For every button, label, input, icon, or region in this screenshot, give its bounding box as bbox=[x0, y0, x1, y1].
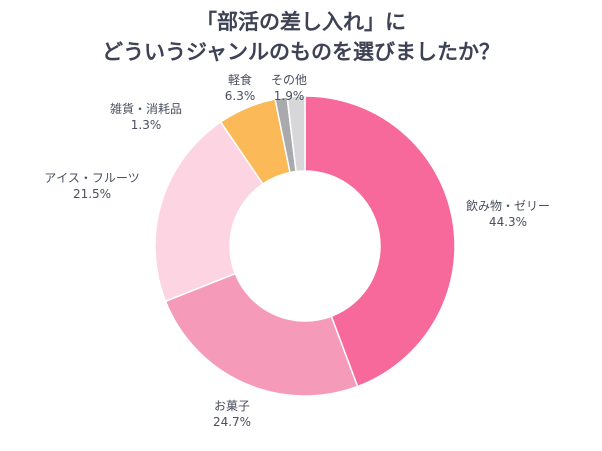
slice-label: お菓子 bbox=[213, 399, 250, 413]
slice-label: 雑貨・消耗品 bbox=[109, 102, 183, 116]
slice-label: 軽食 bbox=[227, 73, 252, 87]
slice-0 bbox=[304, 95, 456, 388]
slice-5 bbox=[286, 95, 306, 173]
slice-1 bbox=[164, 272, 359, 397]
slice-2 bbox=[154, 120, 264, 303]
label-goods: 雑貨・消耗品 1.3% bbox=[110, 101, 182, 133]
slice-value: 1.9% bbox=[273, 89, 305, 103]
label-light-meal: 軽食 6.3% bbox=[225, 72, 256, 104]
slice-value: 24.7% bbox=[212, 415, 252, 429]
slice-value: 6.3% bbox=[224, 89, 256, 103]
chart-title-line-1: 「部活の差し入れ」に bbox=[196, 10, 406, 34]
chart-title-line-2: どういうジャンルのものを選びましたか？ bbox=[102, 40, 500, 64]
slice-label: 飲み物・ゼリー bbox=[465, 199, 551, 213]
label-snacks: お菓子 24.7% bbox=[213, 398, 251, 430]
slice-value: 1.3% bbox=[130, 118, 162, 132]
slice-value: 44.3% bbox=[488, 215, 528, 229]
slice-label: その他 bbox=[270, 73, 308, 87]
slice-label: アイス・フルーツ bbox=[44, 171, 140, 185]
slice-value: 21.5% bbox=[72, 187, 112, 201]
label-drinks: 飲み物・ゼリー 44.3% bbox=[466, 198, 550, 230]
label-ice-fruits: アイス・フルーツ 21.5% bbox=[44, 170, 139, 202]
label-other: その他 1.9% bbox=[271, 72, 307, 104]
